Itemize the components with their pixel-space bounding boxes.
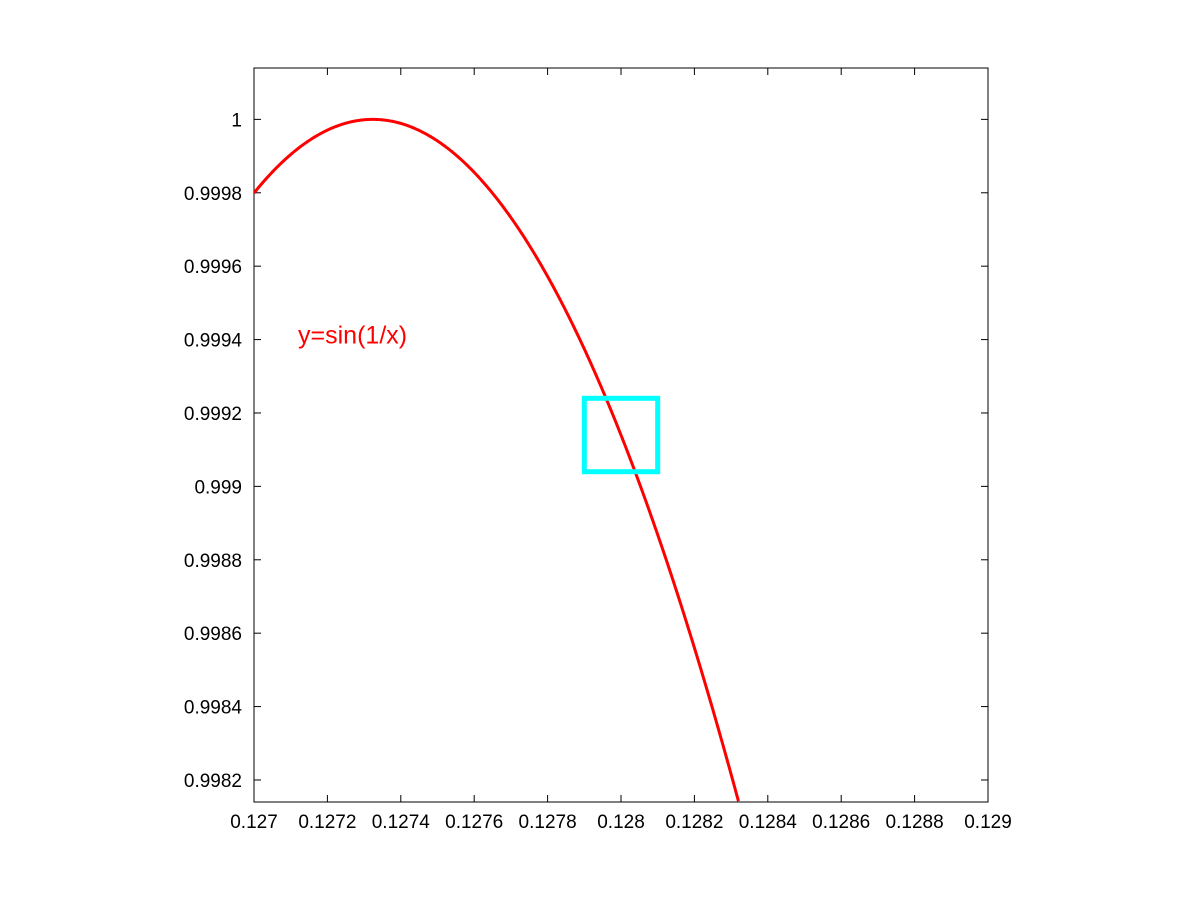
y-tick-label: 0.999 <box>194 477 242 498</box>
y-tick-label: 0.9996 <box>184 257 242 278</box>
y-axis: 0.9982 0.9984 0.9986 0.9988 0.999 0.9992 0.999… <box>184 110 988 792</box>
y-tick-label: 0.9988 <box>184 551 242 572</box>
x-tick-label: 0.1278 <box>519 812 577 833</box>
x-tick-label: 0.1274 <box>372 812 431 833</box>
plot-area: 0.127 0.1272 0.1274 0.1276 0.1278 0.128 0.1282… <box>184 67 1012 833</box>
highlight-box <box>581 395 661 475</box>
x-tick-label: 0.127 <box>230 812 278 833</box>
x-tick-label: 0.1284 <box>739 812 798 833</box>
y-tick-label: 0.9994 <box>184 331 243 352</box>
y-tick-label: 0.9984 <box>184 698 243 719</box>
x-tick-label: 0.1288 <box>886 812 944 833</box>
x-tick-label: 0.1286 <box>812 812 870 833</box>
x-tick-label: 0.128 <box>597 812 645 833</box>
series-line-sin <box>252 117 740 802</box>
y-tick-label: 1 <box>231 110 242 131</box>
x-tick-label: 0.1272 <box>298 812 356 833</box>
y-tick-label: 0.9986 <box>184 624 242 645</box>
y-tick-label: 0.9998 <box>184 184 242 205</box>
x-tick-label: 0.1282 <box>665 812 723 833</box>
x-tick-label: 0.129 <box>964 812 1012 833</box>
curve-annotation: y=sin(1/x) <box>298 321 407 349</box>
x-axis: 0.127 0.1272 0.1274 0.1276 0.1278 0.128 0.1282… <box>230 68 1012 833</box>
y-tick-label: 0.9982 <box>184 771 242 792</box>
x-tick-label: 0.1276 <box>445 812 503 833</box>
y-tick-label: 0.9992 <box>184 404 242 425</box>
